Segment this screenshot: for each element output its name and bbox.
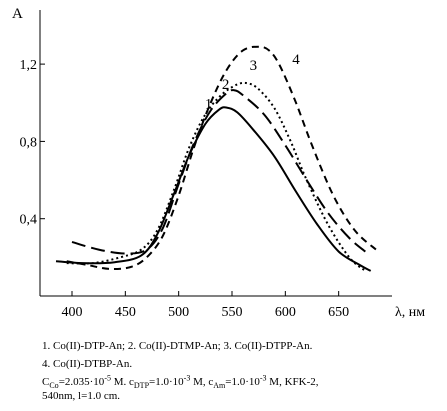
series-line-2 bbox=[71, 89, 366, 255]
caption-dtp-val: =1.0·10 bbox=[149, 376, 184, 388]
caption-an-val: =1.0·10 bbox=[225, 376, 260, 388]
series-label-1: 1 bbox=[205, 97, 213, 113]
x-tick-label: 550 bbox=[222, 305, 243, 320]
axes bbox=[39, 10, 392, 297]
caption-c-prefix: C bbox=[42, 376, 50, 388]
y-tick-label: 0,8 bbox=[20, 135, 38, 150]
caption-dtp-unit: M, c bbox=[190, 376, 214, 388]
series-label-3: 3 bbox=[250, 58, 258, 74]
caption-co-unit: M. c bbox=[110, 376, 134, 388]
y-tick-label: 1,2 bbox=[20, 58, 38, 73]
caption-dtp-sub: DTP bbox=[133, 381, 150, 391]
caption-line-4: 540nm, l=1.0 cm. bbox=[42, 390, 121, 402]
y-axis-label: A bbox=[12, 6, 23, 22]
y-tick-label: 0,4 bbox=[20, 213, 38, 228]
caption-an-sub: Am bbox=[213, 381, 226, 391]
labels: Aλ, нм 12 3 4 bbox=[12, 6, 425, 320]
series-label-4: 4 bbox=[292, 52, 300, 68]
curves bbox=[55, 45, 377, 272]
x-tick-label: 500 bbox=[168, 305, 189, 320]
x-tick-label: 650 bbox=[328, 305, 349, 320]
series-label-2: 2 bbox=[222, 77, 230, 93]
caption-co-sub: Co bbox=[49, 381, 59, 391]
series-line-1 bbox=[55, 106, 372, 272]
series-line-4 bbox=[66, 45, 377, 271]
x-axis-label: λ, нм bbox=[395, 305, 425, 320]
caption-line-3: CCo=2.035·10-5 M. cDTP=1.0·10-3 M, cAm=1… bbox=[42, 373, 442, 391]
caption-an-exp: -3 bbox=[259, 373, 267, 383]
ticks: 400 450 500 550 600 650 0,4 0,8 1,2 bbox=[20, 58, 350, 320]
caption-co-val: =2.035·10 bbox=[58, 376, 105, 388]
caption-line-2: 4. Co(II)-DTBP-An. bbox=[42, 358, 133, 370]
caption-an-unit: M, KFK-2, bbox=[266, 376, 319, 388]
x-tick-label: 450 bbox=[115, 305, 136, 320]
absorption-spectra-chart: 400 450 500 550 600 650 0,4 0,8 1,2 Aλ, нм 12 3 4 bbox=[12, 6, 425, 320]
caption-dtp-exp: -3 bbox=[183, 373, 191, 383]
x-tick-label: 600 bbox=[275, 305, 296, 320]
caption-co-exp: -5 bbox=[104, 373, 111, 383]
caption-line-1: 1. Co(II)-DTP-An; 2. Co(II)-DTMP-An; 3. … bbox=[42, 340, 313, 352]
x-tick-label: 400 bbox=[62, 305, 83, 320]
